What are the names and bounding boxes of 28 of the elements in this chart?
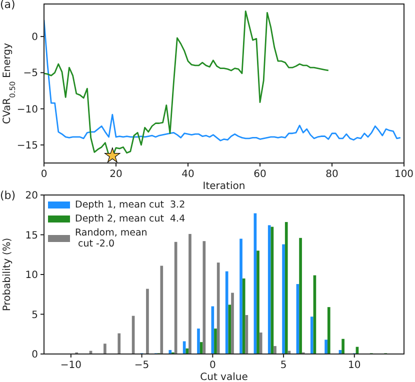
legend-label: Depth 1, mean cut 3.2 xyxy=(75,200,186,210)
y-tick-label: 10 xyxy=(25,270,38,281)
x-tick-label: 40 xyxy=(182,169,194,180)
x-tick-label: 100 xyxy=(394,169,414,180)
legend-label: Random, mean cut -2.0 xyxy=(75,228,148,250)
x-tick-label: 20 xyxy=(110,169,122,180)
y-axis-title: Probability (%) xyxy=(2,238,13,312)
x-tick-label: −10 xyxy=(60,360,82,371)
chart-title: (a) xyxy=(0,0,16,11)
y-tick-label: 5 xyxy=(32,310,38,321)
legend-label: Depth 2, mean cut 4.4 xyxy=(75,214,186,224)
y-tick-label: −15 xyxy=(16,140,38,152)
x-tick-label: 60 xyxy=(254,169,266,180)
y-tick-label: 15 xyxy=(25,230,38,242)
chart-title: (b) xyxy=(0,189,16,202)
y-tick-label: 0 xyxy=(32,32,38,44)
x-tick-label: −5 xyxy=(134,360,150,371)
y-tick-label: −5 xyxy=(23,68,38,80)
x-tick-label: 10 xyxy=(348,360,361,371)
x-tick-label: 0 xyxy=(40,169,48,180)
x-axis-title: Cut value xyxy=(200,372,248,382)
y-tick-label: 20 xyxy=(25,190,38,202)
x-axis-title: Iteration xyxy=(202,181,246,192)
x-tick-label: 0 xyxy=(209,360,216,371)
x-tick-label: 80 xyxy=(326,169,338,180)
x-tick-label: 5 xyxy=(280,360,287,371)
y-tick-label: 0 xyxy=(32,350,38,360)
y-tick-label: −10 xyxy=(16,104,38,116)
